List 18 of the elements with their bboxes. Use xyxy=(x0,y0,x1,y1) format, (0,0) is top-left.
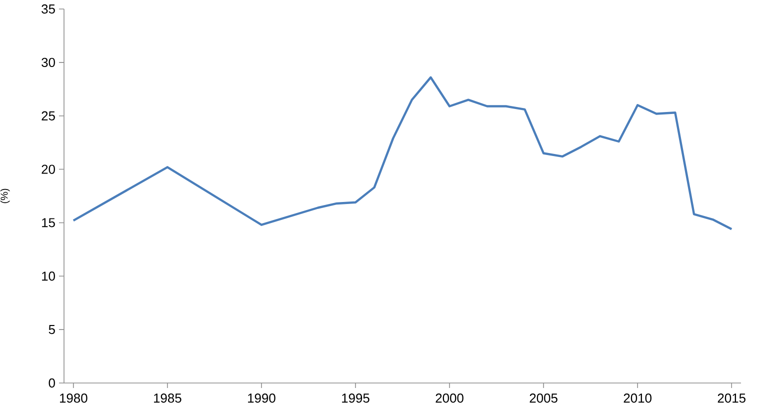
y-axis-title: (%) xyxy=(0,188,10,204)
y-tick-label: 5 xyxy=(48,325,55,334)
x-tick-label: 2005 xyxy=(530,394,558,403)
y-tick-label: 30 xyxy=(42,58,55,68)
x-tick-label: 2015 xyxy=(718,394,746,403)
y-tick-label: 25 xyxy=(42,111,55,120)
y-tick-label: 15 xyxy=(42,218,55,228)
x-tick-label: 1985 xyxy=(154,394,182,403)
x-tick-label: 2000 xyxy=(436,394,464,403)
y-tick-label: 35 xyxy=(42,4,55,14)
x-tick-label: 1990 xyxy=(248,394,276,403)
line-series xyxy=(72,76,733,230)
x-tick-label: 2010 xyxy=(624,394,652,403)
y-tick-label: 20 xyxy=(42,164,55,174)
x-tick-label: 1995 xyxy=(342,394,370,403)
y-tick-label: 0 xyxy=(48,378,55,388)
x-tick-label: 1980 xyxy=(60,394,88,403)
y-tick-label: 10 xyxy=(42,272,55,281)
